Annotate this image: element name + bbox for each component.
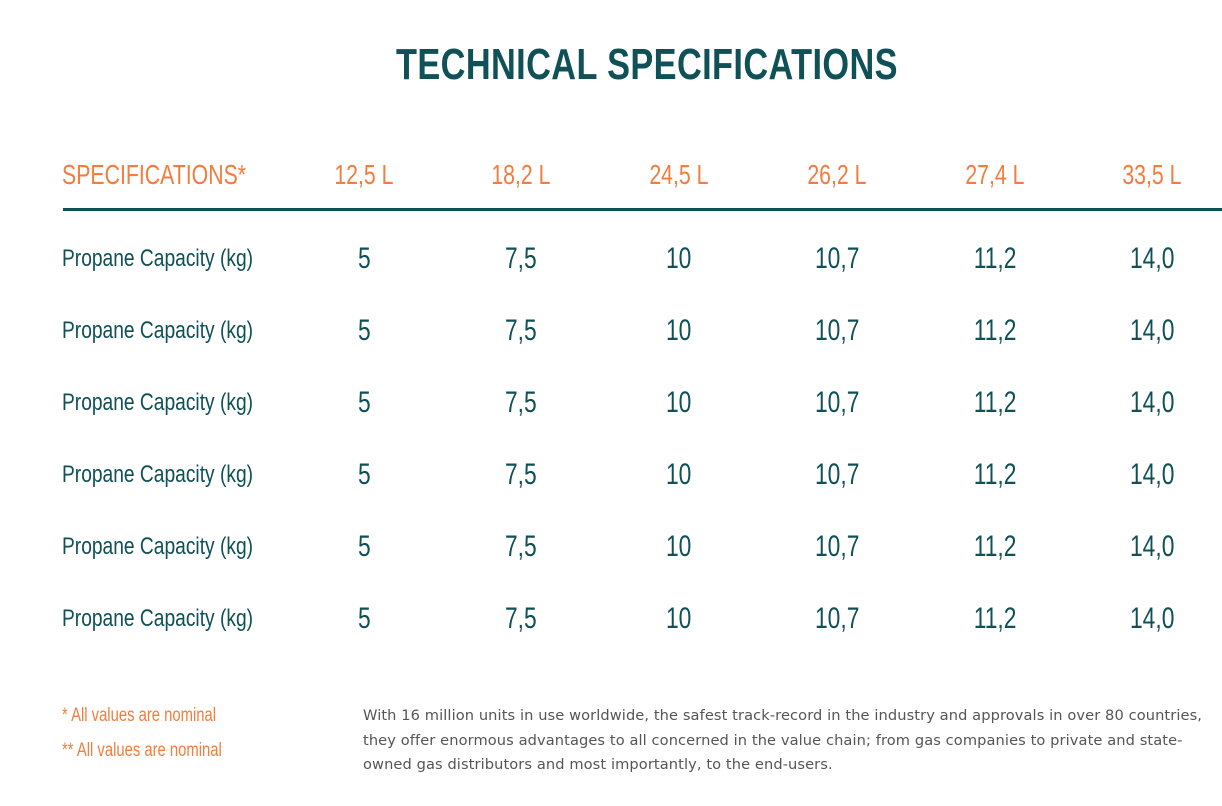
row-label: Propane Capacity (kg) bbox=[62, 245, 254, 272]
table-cell-value: 5 bbox=[357, 602, 371, 635]
table-cell: 11,2 bbox=[915, 315, 1075, 347]
table-cell-value: 7,5 bbox=[505, 314, 537, 347]
column-header: 12,5 L bbox=[284, 158, 444, 192]
row-label: Propane Capacity (kg) bbox=[62, 533, 254, 560]
row-label: Propane Capacity (kg) bbox=[62, 461, 254, 488]
table-cell: 14,0 bbox=[1072, 243, 1222, 275]
table-cell: 11,2 bbox=[915, 387, 1075, 419]
table-cell: 10,7 bbox=[757, 531, 917, 563]
table-cell-value: 10 bbox=[666, 602, 692, 635]
column-header-text: 12,5 L bbox=[334, 159, 394, 190]
table-cell-value: 14,0 bbox=[1129, 386, 1175, 419]
column-header-text: 27,4 L bbox=[965, 159, 1025, 190]
table-cell-value: 10,7 bbox=[814, 602, 860, 635]
table-cell-value: 10 bbox=[666, 458, 692, 491]
table-cell: 10 bbox=[599, 459, 759, 491]
table-cell-value: 5 bbox=[357, 242, 371, 275]
table-cell-value: 14,0 bbox=[1129, 602, 1175, 635]
table-cell: 14,0 bbox=[1072, 315, 1222, 347]
table-cell-value: 11,2 bbox=[973, 458, 1017, 491]
table-cell: 10 bbox=[599, 603, 759, 635]
table-cell-value: 14,0 bbox=[1129, 458, 1175, 491]
table-cell: 7,5 bbox=[441, 531, 601, 563]
table-cell-value: 5 bbox=[357, 530, 371, 563]
column-header: 18,2 L bbox=[441, 158, 601, 192]
table-cell-value: 11,2 bbox=[973, 386, 1017, 419]
table-cell: 11,2 bbox=[915, 603, 1075, 635]
table-cell: 10 bbox=[599, 315, 759, 347]
table-cell-value: 5 bbox=[357, 314, 371, 347]
table-cell-value: 10 bbox=[666, 242, 692, 275]
table-cell-value: 14,0 bbox=[1129, 242, 1175, 275]
table-cell: 11,2 bbox=[915, 459, 1075, 491]
table-cell: 10,7 bbox=[757, 459, 917, 491]
table-cell-value: 5 bbox=[357, 386, 371, 419]
table-cell-value: 10,7 bbox=[814, 386, 860, 419]
table-cell-value: 10,7 bbox=[814, 530, 860, 563]
table-cell-value: 10 bbox=[666, 530, 692, 563]
table-cell: 5 bbox=[284, 243, 444, 275]
table-cell: 10,7 bbox=[757, 387, 917, 419]
table-cell: 7,5 bbox=[441, 243, 601, 275]
table-cell: 10,7 bbox=[757, 315, 917, 347]
table-cell-value: 10 bbox=[666, 386, 692, 419]
row-label: Propane Capacity (kg) bbox=[62, 605, 254, 632]
table-cell-value: 14,0 bbox=[1129, 530, 1175, 563]
table-cell: 5 bbox=[284, 603, 444, 635]
table-cell-value: 11,2 bbox=[973, 530, 1017, 563]
table-cell-value: 11,2 bbox=[973, 242, 1017, 275]
table-cell: 5 bbox=[284, 315, 444, 347]
table-cell: 10,7 bbox=[757, 243, 917, 275]
table-cell: 11,2 bbox=[915, 243, 1075, 275]
table-cell: 7,5 bbox=[441, 459, 601, 491]
table-cell: 14,0 bbox=[1072, 603, 1222, 635]
table-cell: 7,5 bbox=[441, 315, 601, 347]
table-cell-value: 7,5 bbox=[505, 530, 537, 563]
table-cell: 5 bbox=[284, 459, 444, 491]
column-header: 24,5 L bbox=[599, 158, 759, 192]
column-header-text: 26,2 L bbox=[807, 159, 867, 190]
table-cell: 7,5 bbox=[441, 603, 601, 635]
table-cell-value: 10,7 bbox=[814, 242, 860, 275]
table-cell-value: 5 bbox=[357, 458, 371, 491]
column-header-text: 33,5 L bbox=[1122, 159, 1182, 190]
column-header: 27,4 L bbox=[915, 158, 1075, 192]
page-title: TECHNICAL SPECIFICATIONS bbox=[396, 40, 898, 89]
table-cell-value: 14,0 bbox=[1129, 314, 1175, 347]
column-header-text: 18,2 L bbox=[491, 159, 551, 190]
table-cell-value: 10 bbox=[666, 314, 692, 347]
column-header: 33,5 L bbox=[1072, 158, 1222, 192]
column-header: 26,2 L bbox=[757, 158, 917, 192]
table-cell: 7,5 bbox=[441, 387, 601, 419]
table-cell-value: 11,2 bbox=[973, 602, 1017, 635]
column-header-text: 24,5 L bbox=[649, 159, 709, 190]
table-cell: 10 bbox=[599, 243, 759, 275]
description-text: With 16 million units in use worldwide, … bbox=[363, 707, 1203, 773]
header-divider bbox=[63, 208, 1222, 211]
table-cell: 14,0 bbox=[1072, 459, 1222, 491]
footnote-2: ** All values are nominal bbox=[62, 740, 222, 761]
table-cell-value: 7,5 bbox=[505, 602, 537, 635]
table-cell: 14,0 bbox=[1072, 531, 1222, 563]
table-cell: 5 bbox=[284, 531, 444, 563]
row-label: Propane Capacity (kg) bbox=[62, 317, 254, 344]
table-cell: 10 bbox=[599, 387, 759, 419]
table-cell-value: 11,2 bbox=[973, 314, 1017, 347]
table-cell-value: 7,5 bbox=[505, 242, 537, 275]
table-cell: 10 bbox=[599, 531, 759, 563]
table-cell: 14,0 bbox=[1072, 387, 1222, 419]
footnote-1: * All values are nominal bbox=[62, 705, 217, 726]
table-cell-value: 7,5 bbox=[505, 386, 537, 419]
specifications-header: SPECIFICATIONS* bbox=[62, 159, 247, 190]
table-cell-value: 10,7 bbox=[814, 458, 860, 491]
table-cell: 10,7 bbox=[757, 603, 917, 635]
table-cell-value: 10,7 bbox=[814, 314, 860, 347]
table-cell: 11,2 bbox=[915, 531, 1075, 563]
row-label: Propane Capacity (kg) bbox=[62, 389, 254, 416]
table-cell: 5 bbox=[284, 387, 444, 419]
table-cell-value: 7,5 bbox=[505, 458, 537, 491]
